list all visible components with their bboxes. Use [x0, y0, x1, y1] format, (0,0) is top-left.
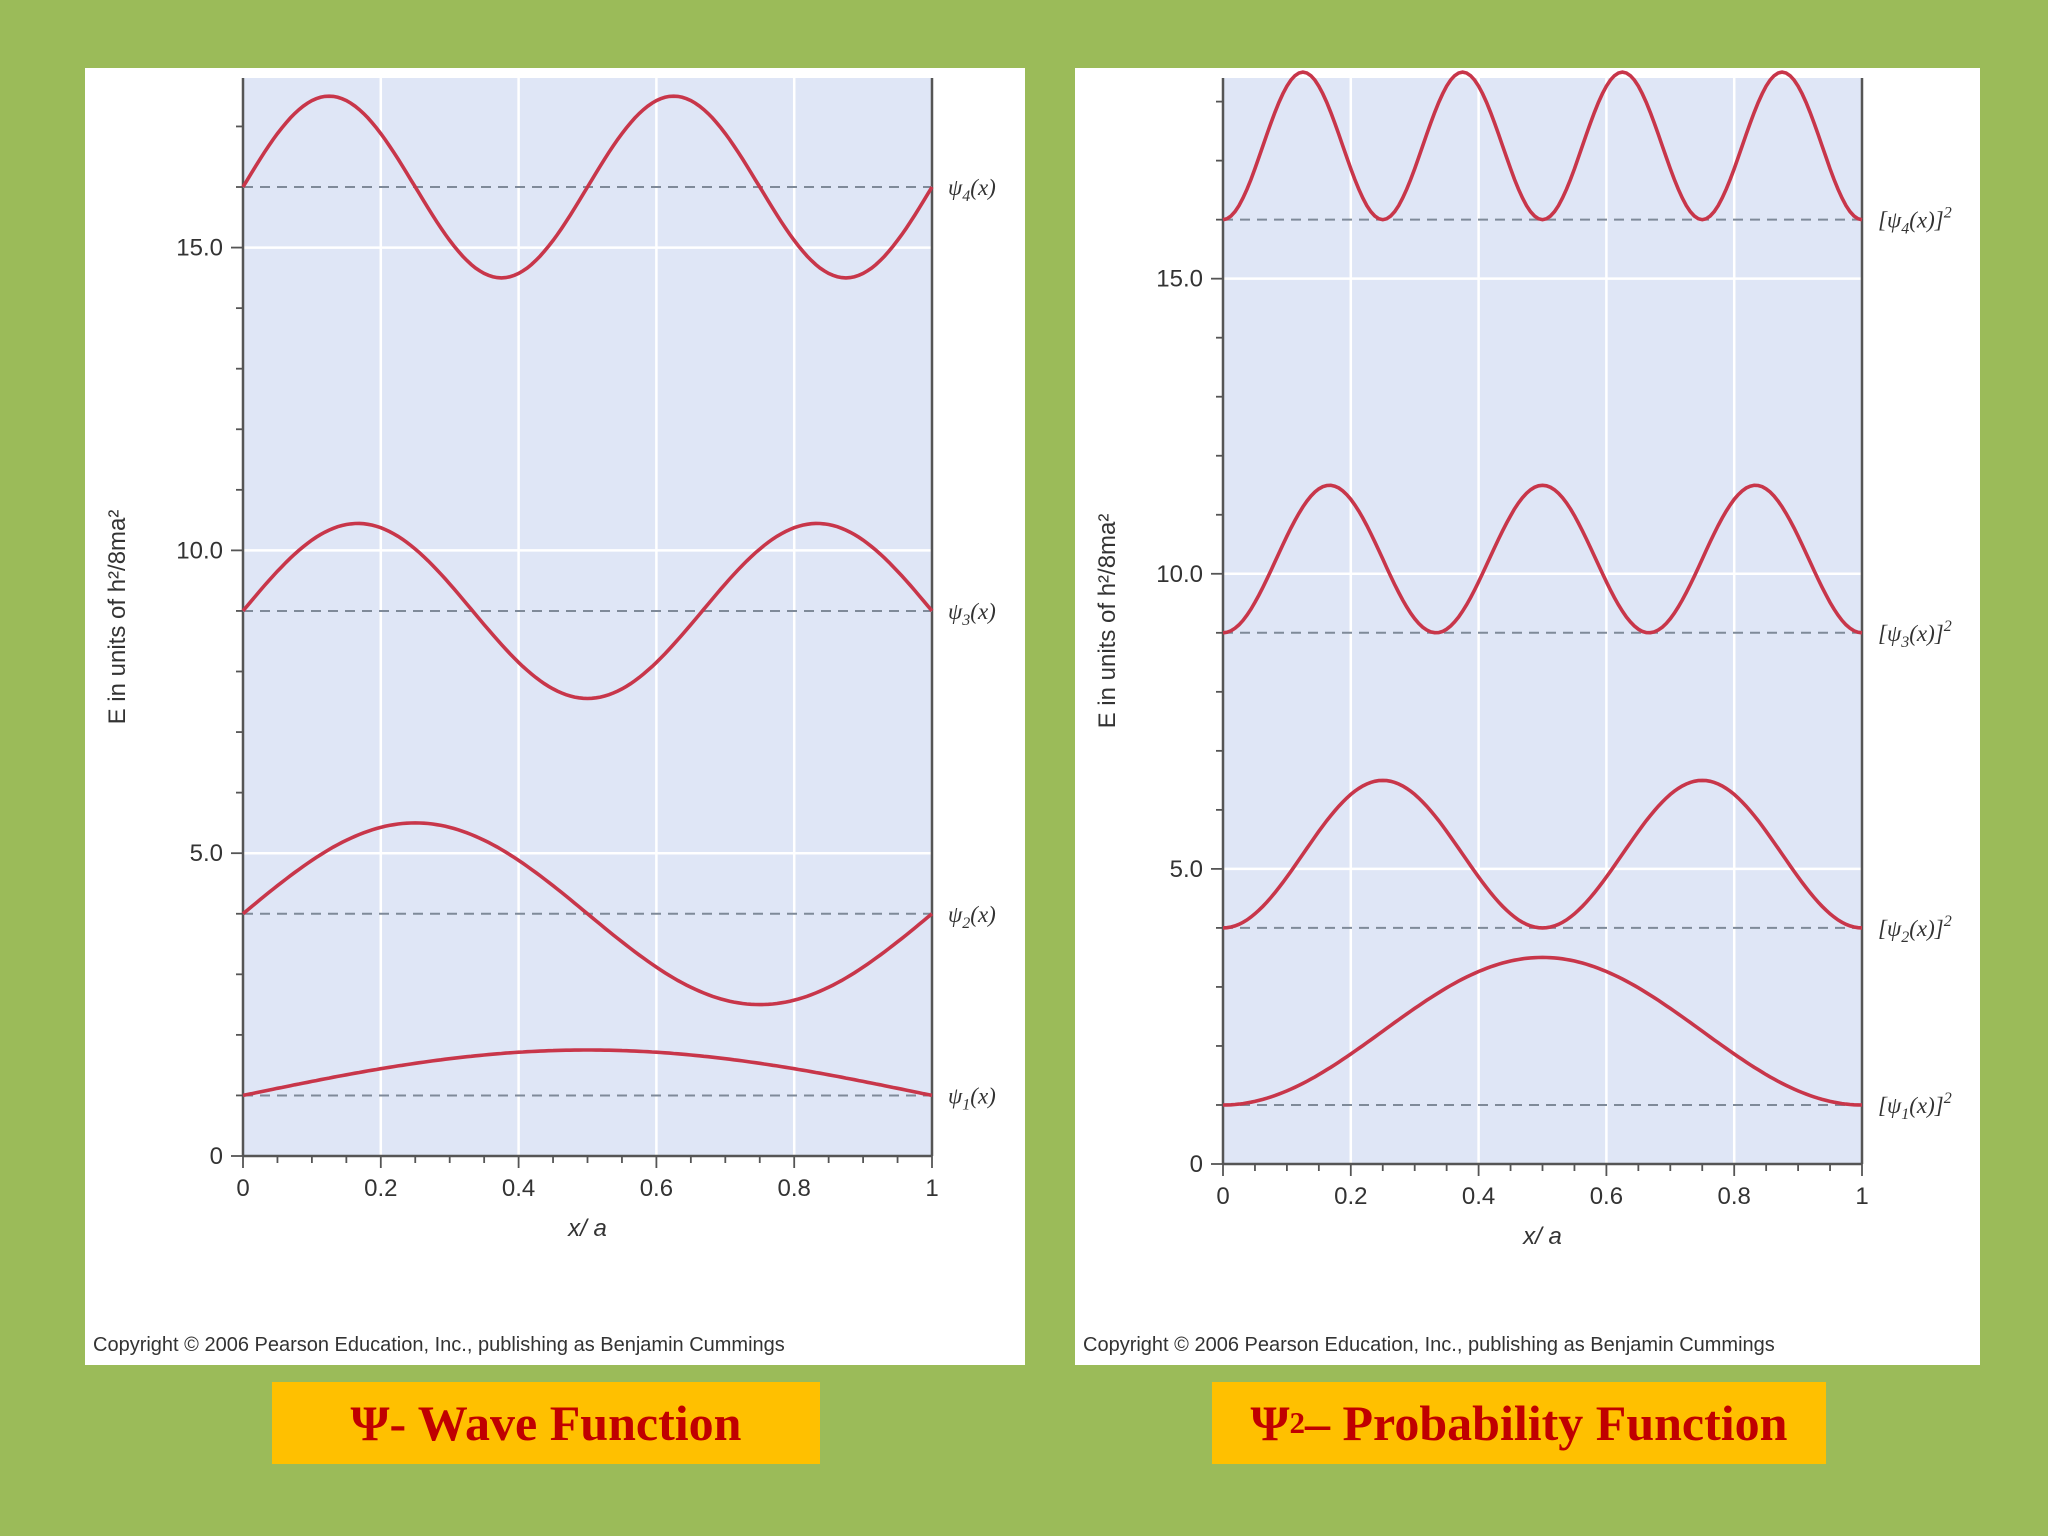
wave-function-caption: Ψ- Wave Function — [272, 1382, 820, 1464]
label-tail: (x)] — [1909, 621, 1943, 646]
y-tick-label: 10.0 — [176, 537, 223, 564]
y-axis-label: E in units of h²/8ma² — [1094, 514, 1121, 729]
series-label-2: [ψ2(x)]2 — [1878, 913, 1952, 946]
series-label-1: ψ1(x) — [948, 1083, 996, 1113]
label-subscript: 2 — [1901, 929, 1909, 946]
series-curve-4 — [1222, 70, 1863, 222]
series-curve-3 — [241, 521, 934, 701]
y-axis-label: E in units of h²/8ma² — [104, 510, 131, 725]
series-label-4: [ψ4(x)]2 — [1878, 205, 1952, 238]
series-curve-3 — [1222, 483, 1863, 635]
series-label-3: [ψ3(x)]2 — [1878, 618, 1952, 651]
x-tick-label: 0 — [236, 1175, 249, 1202]
label-subscript: 3 — [961, 612, 970, 629]
label-superscript: 2 — [1944, 205, 1952, 222]
label-psi: ψ — [948, 1083, 963, 1108]
y-tick-label: 15.0 — [1156, 266, 1203, 293]
x-tick-label: 0.4 — [1462, 1183, 1495, 1210]
label-psi: ψ — [948, 175, 963, 200]
caption-left-text: - Wave Function — [389, 1395, 742, 1451]
label-superscript: 2 — [1944, 618, 1952, 635]
label-tail: (x) — [970, 1083, 996, 1108]
series-label-2: ψ2(x) — [948, 902, 996, 932]
label-psi: [ψ — [1878, 208, 1902, 233]
y-tick-label: 0 — [1190, 1151, 1203, 1178]
plot-area — [1223, 78, 1862, 1164]
label-subscript: 2 — [962, 915, 970, 932]
label-psi: [ψ — [1878, 621, 1902, 646]
y-tick-label: 5.0 — [190, 840, 223, 867]
x-tick-label: 0.2 — [1334, 1183, 1367, 1210]
label-subscript: 4 — [1901, 221, 1909, 238]
label-superscript: 2 — [1944, 1090, 1952, 1107]
label-subscript: 1 — [962, 1096, 970, 1113]
x-tick-label: 0 — [1216, 1183, 1229, 1210]
x-tick-label: 1 — [925, 1175, 938, 1202]
label-psi: ψ — [948, 902, 963, 927]
series-curve-2 — [1222, 778, 1863, 930]
label-psi: [ψ — [1878, 1093, 1902, 1118]
y-tick-label: 10.0 — [1156, 561, 1203, 588]
caption-right-text: – Probability Function — [1305, 1395, 1788, 1451]
copyright-text: Copyright © 2006 Pearson Education, Inc.… — [93, 1334, 785, 1356]
series-label-3: ψ3(x) — [948, 599, 996, 629]
x-tick-label: 0.2 — [364, 1175, 397, 1202]
series-curve-1 — [242, 1048, 933, 1098]
series-curve-2 — [241, 821, 934, 1007]
series-label-1: [ψ1(x)]2 — [1878, 1090, 1952, 1123]
y-tick-label: 5.0 — [1170, 856, 1203, 883]
label-tail: (x) — [970, 599, 996, 624]
label-subscript: 4 — [962, 188, 970, 205]
label-tail: (x)] — [1909, 916, 1943, 941]
label-psi: [ψ — [1878, 916, 1902, 941]
series-curve-1 — [1222, 955, 1863, 1107]
probability-function-chart: 0 5.0 10.0 15.0 0 0.2 0.4 0.6 0.8 1 x/ a E in units… — [1075, 68, 1980, 1365]
x-tick-label: 0.8 — [778, 1175, 811, 1202]
x-tick-label: 0.4 — [502, 1175, 535, 1202]
label-tail: (x) — [970, 902, 996, 927]
series-curve-4 — [241, 94, 934, 280]
caption-psi-symbol: Ψ — [350, 1395, 390, 1451]
copyright-text: Copyright © 2006 Pearson Education, Inc.… — [1083, 1334, 1775, 1356]
y-tick-label: 0 — [210, 1143, 223, 1170]
label-subscript: 3 — [1900, 634, 1909, 651]
y-tick-label: 15.0 — [176, 235, 223, 262]
caption-psi-symbol: Ψ — [1250, 1395, 1290, 1451]
x-tick-label: 0.6 — [640, 1175, 673, 1202]
series-label-4: ψ4(x) — [948, 175, 996, 205]
x-tick-label: 0.8 — [1718, 1183, 1751, 1210]
x-axis-label: x/ a — [1522, 1223, 1562, 1250]
label-tail: (x)] — [1909, 1093, 1943, 1118]
label-subscript: 1 — [1901, 1106, 1909, 1123]
label-superscript: 2 — [1944, 913, 1952, 930]
x-tick-label: 1 — [1855, 1183, 1868, 1210]
x-axis-label: x/ a — [567, 1215, 607, 1242]
label-tail: (x) — [970, 175, 996, 200]
x-tick-label: 0.6 — [1590, 1183, 1623, 1210]
caption-superscript: 2 — [1289, 1405, 1306, 1440]
label-tail: (x)] — [1909, 208, 1943, 233]
label-psi: ψ — [948, 599, 963, 624]
wave-function-chart: 0 5.0 10.0 15.0 0 0.2 0.4 0.6 0.8 1 x/ a E in units… — [85, 68, 1025, 1365]
plot-area — [243, 78, 932, 1156]
